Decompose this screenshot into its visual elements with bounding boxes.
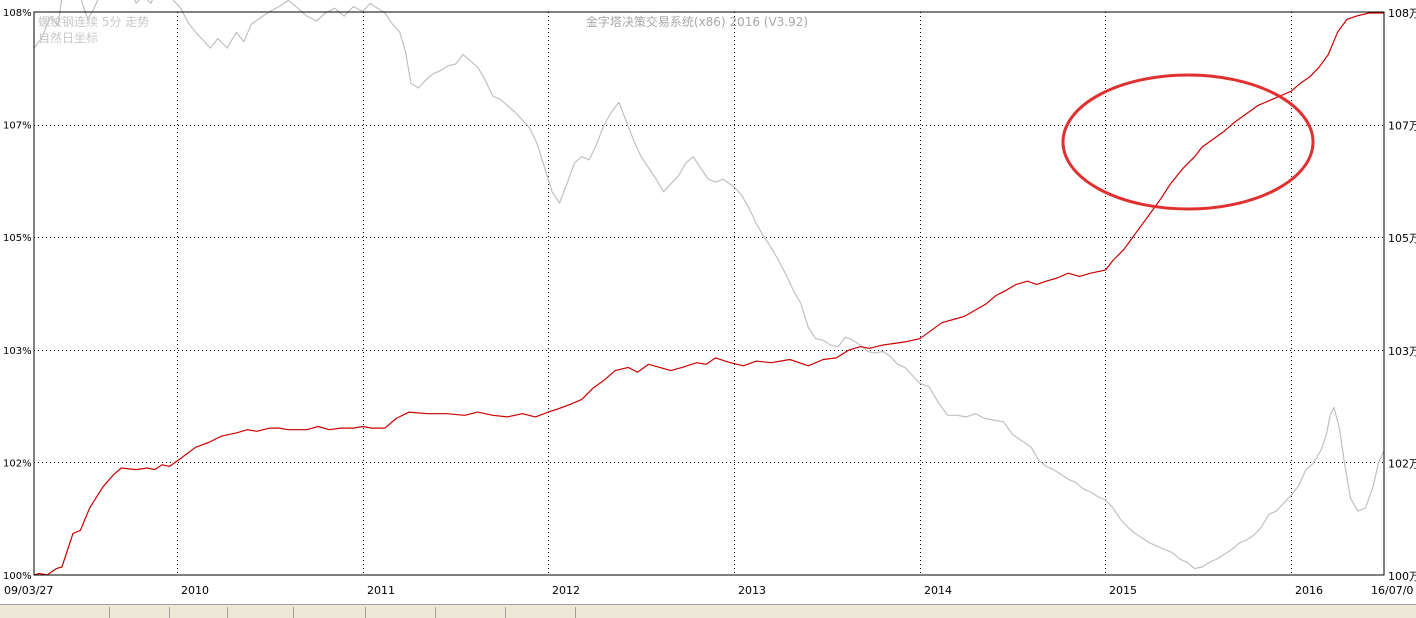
x-tick-label: 2013 bbox=[738, 584, 766, 597]
x-tick-label: 2010 bbox=[181, 584, 209, 597]
y-right-tick-label: 105万 bbox=[1388, 232, 1416, 245]
y-left-tick-label: 105% bbox=[3, 233, 32, 244]
x-tick-label: 2015 bbox=[1109, 584, 1137, 597]
y-right-tick-label: 103万 bbox=[1388, 345, 1416, 358]
bottom-tab[interactable] bbox=[110, 607, 170, 618]
x-end-label: 16/07/0 bbox=[1371, 584, 1413, 597]
y-left-tick-label: 107% bbox=[3, 121, 32, 132]
y-left-tick-label: 108% bbox=[3, 8, 32, 19]
x-start-label: 09/03/27 bbox=[4, 584, 53, 597]
bottom-tab[interactable] bbox=[228, 607, 294, 618]
equity-series-layer bbox=[33, 12, 1384, 576]
x-tick-label: 2011 bbox=[367, 584, 395, 597]
y-left-tick-label: 100% bbox=[3, 571, 32, 582]
bottom-tab[interactable] bbox=[0, 607, 110, 618]
bottom-tab[interactable] bbox=[436, 607, 506, 618]
bottom-tab[interactable] bbox=[294, 607, 366, 618]
y-right-tick-label: 107万 bbox=[1388, 120, 1416, 133]
bottom-tab[interactable] bbox=[506, 607, 576, 618]
y-right-tick-label: 108万 bbox=[1388, 7, 1416, 20]
y-right-tick-label: 100万 bbox=[1388, 570, 1416, 583]
price-series-line bbox=[33, 0, 1385, 570]
y-left-tick-label: 103% bbox=[3, 346, 32, 357]
grid-lines bbox=[34, 12, 1384, 575]
left-axis-labels: 108% 107% 105% 103% 102% 100% bbox=[3, 8, 32, 582]
y-left-tick-label: 102% bbox=[3, 458, 32, 469]
price-series-layer bbox=[33, 0, 1385, 570]
x-tick-label: 2016 bbox=[1295, 584, 1323, 597]
x-tick-label: 2012 bbox=[552, 584, 580, 597]
equity-series-line bbox=[33, 12, 1384, 576]
x-axis-labels: 09/03/27 16/07/0 2010 2011 2012 2013 2014 201… bbox=[4, 584, 1413, 597]
instrument-label: 螺纹钢连续 5分 走势 bbox=[38, 14, 149, 29]
bottom-tab[interactable] bbox=[170, 607, 228, 618]
chart-background bbox=[0, 0, 1416, 604]
bottom-tab-strip bbox=[0, 604, 1416, 618]
chart-canvas: 螺纹钢连续 5分 走势 自然日坐标 金字塔决策交易系统(x86) 2016 (V… bbox=[0, 0, 1416, 604]
y-right-tick-label: 102万 bbox=[1388, 457, 1416, 470]
right-axis-labels: 108万 107万 105万 103万 102万 100万 bbox=[1388, 7, 1416, 583]
chart-title: 金字塔决策交易系统(x86) 2016 (V3.92) bbox=[586, 14, 808, 29]
x-tick-label: 2014 bbox=[924, 584, 952, 597]
bottom-tab[interactable] bbox=[366, 607, 436, 618]
plot-frame bbox=[33, 11, 1385, 576]
highlight-ellipse bbox=[1061, 73, 1315, 211]
axis-mode-label: 自然日坐标 bbox=[38, 30, 98, 45]
